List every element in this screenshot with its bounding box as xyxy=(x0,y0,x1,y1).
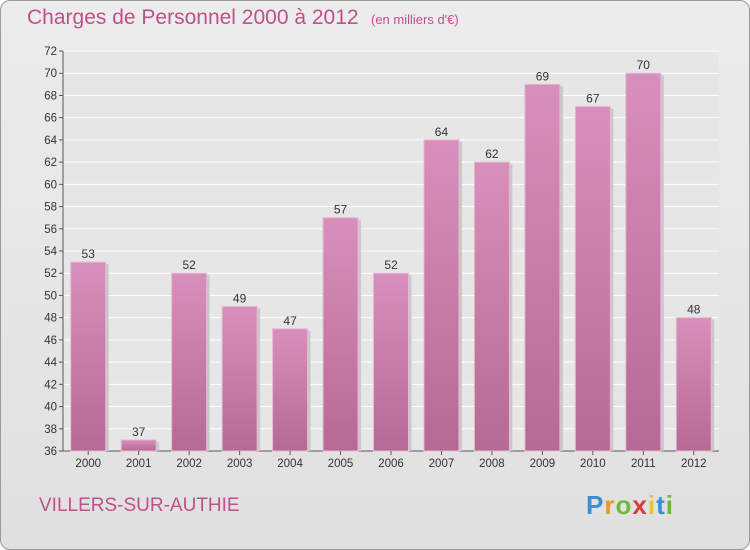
y-tick-label: 46 xyxy=(44,335,57,347)
bar-value-label: 47 xyxy=(283,314,297,328)
y-tick-label: 58 xyxy=(44,202,57,214)
bar xyxy=(675,317,712,452)
y-tick-label: 66 xyxy=(44,113,57,125)
bar xyxy=(373,272,409,452)
x-tick-label: 2000 xyxy=(75,458,101,470)
logo-letter: t xyxy=(656,490,666,520)
bar-value-label: 70 xyxy=(637,58,651,72)
bar-value-label: 37 xyxy=(132,425,146,439)
x-tick-label: 2009 xyxy=(530,458,556,470)
x-tick-label: 2007 xyxy=(429,458,455,470)
bar xyxy=(524,83,561,452)
x-tick-label: 2005 xyxy=(328,458,354,470)
bar-value-label: 67 xyxy=(586,92,600,106)
x-tick-label: 2006 xyxy=(378,458,404,470)
y-tick-label: 44 xyxy=(44,357,57,369)
y-tick-label: 60 xyxy=(44,179,57,191)
x-tick-label: 2010 xyxy=(580,458,606,470)
bar xyxy=(171,272,208,452)
y-tick-label: 56 xyxy=(44,224,57,236)
logo-letter: P xyxy=(586,490,605,520)
logo-letter: x xyxy=(632,490,648,520)
chart-title: Charges de Personnel 2000 à 2012 xyxy=(27,6,359,29)
bar xyxy=(120,439,157,452)
x-tick-label: 2012 xyxy=(681,458,707,470)
x-tick-label: 2011 xyxy=(631,458,656,470)
bar xyxy=(322,217,359,452)
bar-value-label: 53 xyxy=(82,247,96,261)
logo-letter: i xyxy=(647,490,657,520)
bar xyxy=(221,306,258,452)
y-tick-label: 36 xyxy=(44,446,57,458)
bar-value-label: 64 xyxy=(435,125,449,139)
bar-value-label: 52 xyxy=(384,258,398,272)
y-tick-label: 48 xyxy=(44,313,57,325)
town-name: VILLERS-SUR-AUTHIE xyxy=(39,495,240,516)
x-tick-label: 2004 xyxy=(277,458,303,470)
bar-value-label: 69 xyxy=(536,69,550,83)
logo-letter: i xyxy=(665,490,674,520)
logo-letter: r xyxy=(604,490,616,520)
logo-letter: o xyxy=(615,490,633,520)
bar xyxy=(473,161,510,452)
x-tick-label: 2001 xyxy=(126,458,152,470)
bar xyxy=(625,72,662,452)
bar xyxy=(423,139,460,452)
bar-value-label: 62 xyxy=(485,147,499,161)
y-tick-label: 50 xyxy=(44,290,57,302)
bar xyxy=(272,328,309,452)
x-tick-label: 2003 xyxy=(227,458,253,470)
bar-value-label: 49 xyxy=(233,292,247,306)
chart-subtitle: (en milliers d'€) xyxy=(371,12,459,27)
bar-value-label: 52 xyxy=(182,258,196,272)
bar xyxy=(70,261,107,452)
bar xyxy=(574,106,611,452)
y-tick-label: 64 xyxy=(44,135,57,147)
y-tick-label: 62 xyxy=(44,157,57,169)
y-tick-label: 52 xyxy=(44,268,57,280)
x-tick-label: 2002 xyxy=(176,458,202,470)
bar-value-label: 57 xyxy=(334,203,348,217)
y-tick-label: 72 xyxy=(44,46,57,58)
bar-value-label: 48 xyxy=(687,303,701,317)
y-tick-label: 40 xyxy=(44,402,57,414)
x-tick-label: 2008 xyxy=(479,458,505,470)
y-tick-label: 38 xyxy=(44,424,57,436)
y-tick-label: 68 xyxy=(44,90,57,102)
y-tick-label: 42 xyxy=(44,379,57,391)
y-tick-label: 70 xyxy=(44,68,57,80)
proxiti-logo[interactable]: Proxiti xyxy=(586,490,674,521)
y-tick-label: 54 xyxy=(44,246,57,258)
